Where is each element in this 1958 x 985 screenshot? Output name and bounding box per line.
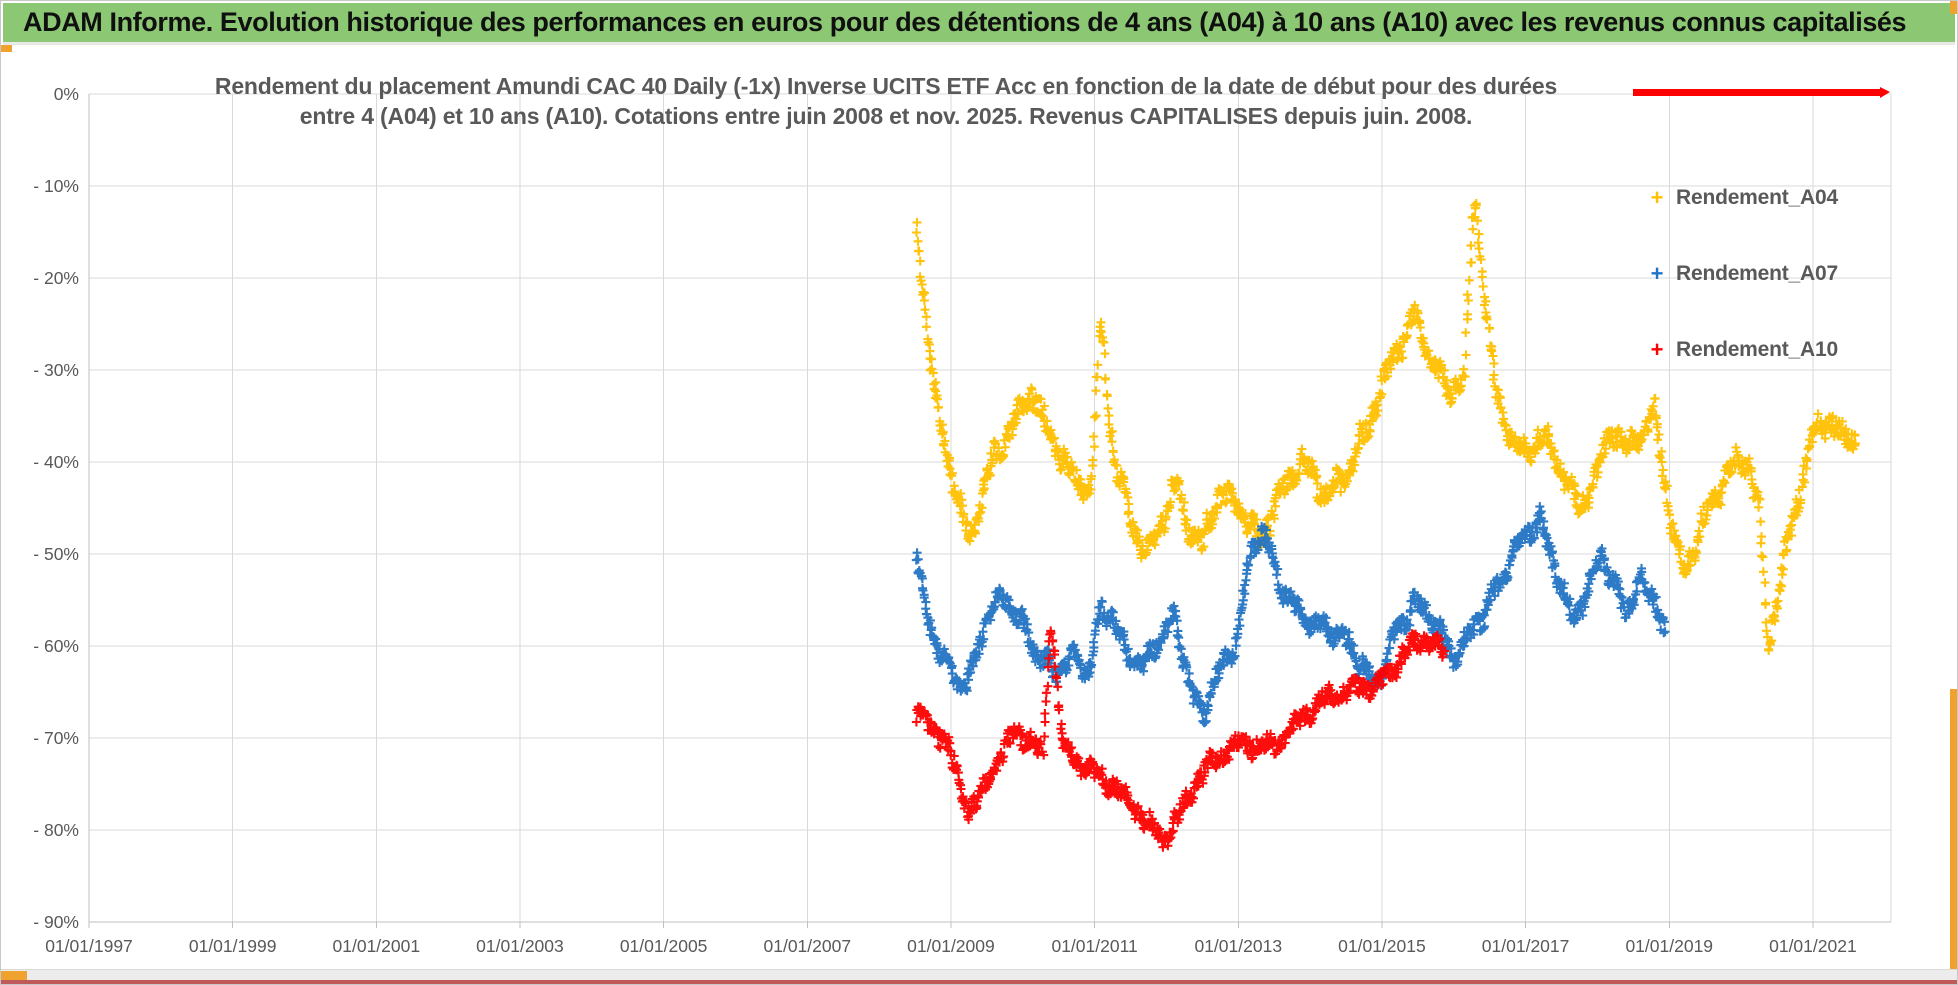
- y-tick-label: - 80%: [33, 820, 79, 840]
- legend-item-a10[interactable]: + Rendement_A10: [1646, 335, 1839, 365]
- plus-marker-icon: +: [1650, 261, 1664, 286]
- header-title: ADAM Informe. Evolution historique des p…: [23, 7, 1907, 37]
- x-tick-label: 01/01/1997: [45, 936, 133, 956]
- x-tick-label: 01/01/2005: [620, 936, 708, 956]
- y-tick-label: - 90%: [33, 912, 79, 932]
- x-tick-label: 01/01/2021: [1769, 936, 1857, 956]
- legend-label: Rendement_A10: [1676, 338, 1838, 361]
- plus-marker-icon: +: [1650, 185, 1664, 210]
- chart-title: Rendement du placement Amundi CAC 40 Dai…: [141, 71, 1631, 131]
- y-tick-label: - 30%: [33, 360, 79, 380]
- y-tick-label: - 20%: [33, 268, 79, 288]
- x-tick-label: 01/01/2001: [333, 936, 421, 956]
- header-bar: ADAM Informe. Evolution historique des p…: [3, 3, 1955, 45]
- x-tick-label: 01/01/2011: [1051, 936, 1137, 956]
- chart-title-line1: Rendement du placement Amundi CAC 40 Dai…: [214, 73, 1558, 99]
- series-Rendement_A04: [912, 199, 1860, 655]
- x-tick-label: 01/01/2007: [764, 936, 852, 956]
- x-tick-label: 01/01/2013: [1194, 936, 1282, 956]
- x-tick-label: 01/01/2009: [907, 936, 995, 956]
- right-edge-accent: [1950, 689, 1957, 984]
- x-tick-label: 01/01/2017: [1482, 936, 1570, 956]
- red-annotation-line: [1633, 87, 1890, 98]
- legend-item-a04[interactable]: + Rendement_A04: [1646, 183, 1839, 213]
- legend-label: Rendement_A04: [1676, 186, 1838, 209]
- x-tick-label: 01/01/2015: [1338, 936, 1426, 956]
- y-tick-label: 0%: [54, 84, 79, 104]
- bottom-edge-bar: [1, 980, 1957, 984]
- series-Rendement_A10: [911, 626, 1450, 852]
- chart-title-line2: entre 4 (A04) et 10 ans (A10). Cotations…: [299, 103, 1473, 129]
- y-tick-label: - 40%: [33, 452, 79, 472]
- legend-item-a07[interactable]: + Rendement_A07: [1646, 259, 1839, 289]
- x-tick-label: 01/01/1999: [189, 936, 277, 956]
- series-Rendement_A07: [911, 502, 1670, 728]
- header-left-accent: [1, 45, 12, 52]
- y-tick-label: - 60%: [33, 636, 79, 656]
- y-tick-label: - 70%: [33, 728, 79, 748]
- x-tick-label: 01/01/2003: [476, 936, 564, 956]
- y-tick-label: - 50%: [33, 544, 79, 564]
- x-tick-label: 01/01/2019: [1625, 936, 1713, 956]
- legend: + Rendement_A04 + Rendement_A07 + Rendem…: [1646, 183, 1839, 411]
- legend-label: Rendement_A07: [1676, 262, 1838, 285]
- plus-marker-icon: +: [1650, 337, 1664, 362]
- y-tick-label: - 10%: [33, 176, 79, 196]
- top-right-accent: [1950, 1, 1957, 14]
